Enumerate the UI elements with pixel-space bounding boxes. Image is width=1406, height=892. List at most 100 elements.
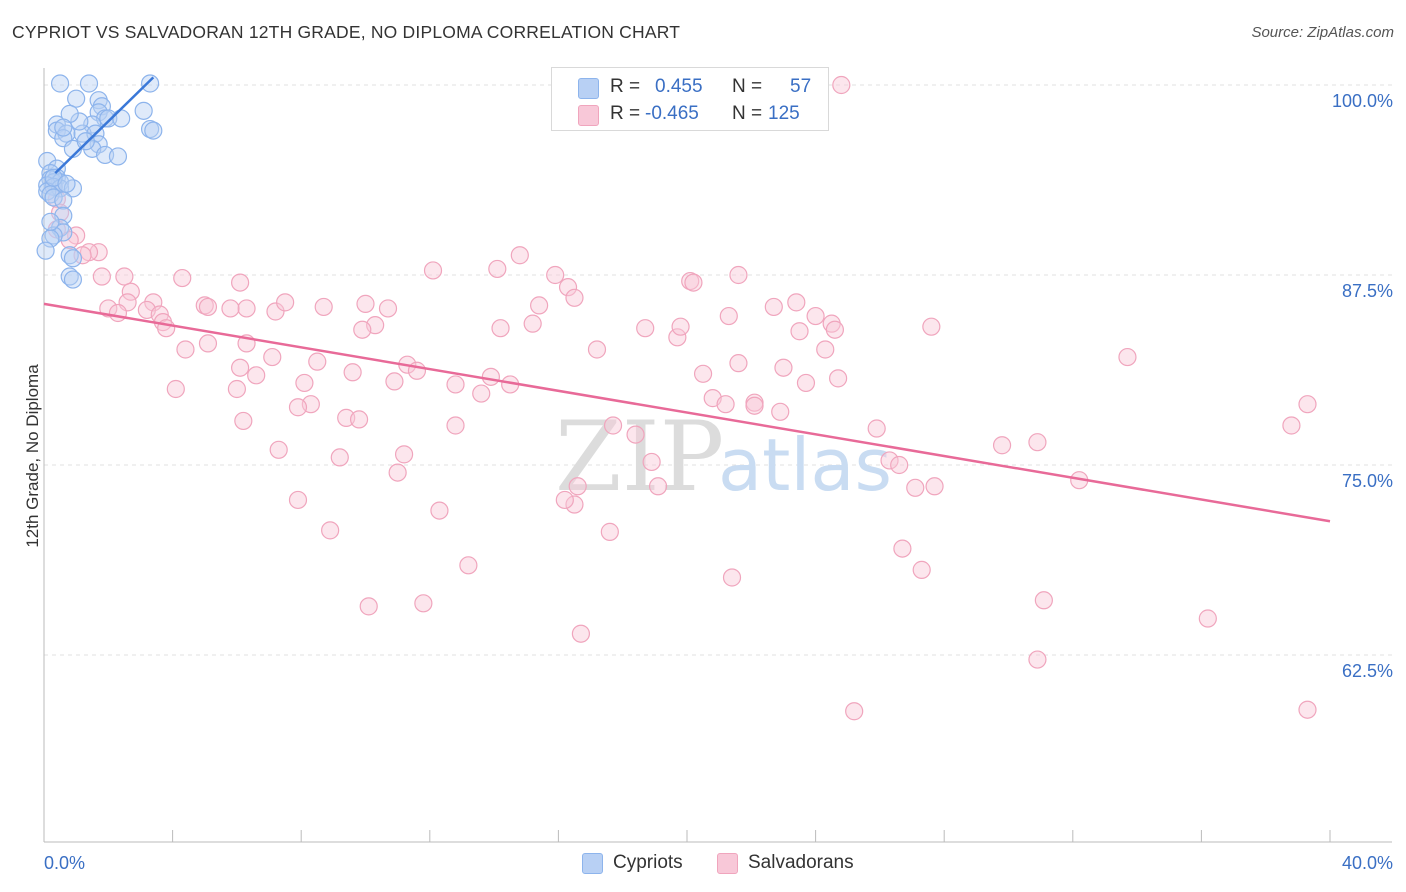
cypriot-point bbox=[144, 121, 163, 140]
bottom-legend-label: Cypriots bbox=[613, 852, 683, 873]
salvadoran-point bbox=[816, 340, 835, 359]
salvadoran-point bbox=[231, 273, 250, 292]
salvadoran-point bbox=[600, 522, 619, 541]
y-tick-label: 62.5% bbox=[1342, 661, 1393, 681]
cypriot-point bbox=[57, 174, 76, 193]
salvadoran-point bbox=[571, 624, 591, 643]
salvadoran-point bbox=[288, 398, 308, 417]
salvadoran-point bbox=[845, 702, 864, 721]
salvadoran-point bbox=[825, 320, 844, 339]
salvadoran-point bbox=[671, 317, 690, 336]
salvadoran-point bbox=[330, 448, 349, 467]
salvadoran-point bbox=[764, 297, 783, 317]
salvadoran-point bbox=[276, 293, 295, 312]
salvadoran-point bbox=[1028, 650, 1047, 669]
salvadoran-point bbox=[558, 278, 578, 297]
salvadoran-point bbox=[925, 477, 944, 496]
salvadoran-point bbox=[523, 314, 542, 333]
salvadoran-point bbox=[99, 299, 118, 318]
salvadoran-point bbox=[1282, 416, 1301, 435]
salvadoran-point bbox=[231, 358, 250, 377]
cypriot-point bbox=[54, 191, 73, 210]
cypriot-point bbox=[79, 74, 99, 93]
cypriot-point bbox=[67, 89, 86, 108]
cypriot-point bbox=[112, 109, 131, 128]
salvadoran-point bbox=[221, 299, 240, 318]
x-tick-label-min: 0.0% bbox=[44, 853, 85, 873]
salvadoran-point bbox=[906, 478, 925, 497]
correlation-legend: R = 0.455 N = 57 R = -0.465 N = 125 bbox=[551, 67, 829, 131]
salvadoran-point bbox=[481, 367, 500, 386]
legend-n-label: N = bbox=[732, 76, 763, 97]
salvadoran-point bbox=[880, 451, 899, 470]
salvadoran-point bbox=[636, 319, 655, 338]
salvadoran-point bbox=[832, 75, 851, 95]
salvadoran-point bbox=[729, 265, 748, 285]
salvadoran-point bbox=[491, 319, 510, 338]
cypriot-point bbox=[140, 74, 160, 93]
salvadorans-points bbox=[44, 75, 1317, 721]
cypriots-points bbox=[36, 74, 163, 289]
watermark: ZIP atlas bbox=[555, 401, 892, 513]
salvadorans-swatch bbox=[578, 105, 599, 126]
salvadoran-point bbox=[722, 568, 742, 587]
watermark-zip: ZIP bbox=[555, 401, 724, 513]
salvadoran-point bbox=[394, 445, 414, 464]
salvadoran-point bbox=[1198, 609, 1217, 628]
cypriot-point bbox=[60, 246, 79, 265]
cypriot-point bbox=[76, 132, 95, 151]
salvadoran-point bbox=[796, 373, 816, 393]
salvadoran-point bbox=[356, 294, 375, 313]
salvadoran-point bbox=[992, 436, 1012, 455]
salvadorans-trendline bbox=[43, 302, 1331, 523]
legend-row-cypriots: R = 0.455 N = 57 bbox=[552, 73, 828, 101]
cypriots-trendline bbox=[54, 76, 155, 175]
salvadoran-point bbox=[745, 396, 764, 415]
salvadoran-point bbox=[247, 366, 266, 385]
salvadoran-point bbox=[716, 395, 735, 414]
cypriot-point bbox=[54, 118, 73, 137]
tick-labels: 62.5% 75.0% 87.5% 100.0% 0.0% 40.0% bbox=[44, 91, 1393, 873]
salvadoran-point bbox=[642, 452, 661, 472]
salvadoran-point bbox=[565, 288, 584, 307]
salvadoran-point bbox=[603, 416, 623, 435]
cypriot-point bbox=[70, 112, 89, 131]
salvadoran-point bbox=[719, 306, 738, 326]
salvadoran-point bbox=[378, 299, 398, 318]
cypriot-point bbox=[63, 270, 83, 289]
salvadoran-point bbox=[459, 556, 478, 575]
salvadoran-point bbox=[565, 495, 584, 514]
legend-n-value: 125 bbox=[768, 103, 800, 124]
salvadoran-point bbox=[806, 306, 825, 326]
y-tick-label: 87.5% bbox=[1342, 281, 1393, 301]
legend-n-value: 57 bbox=[790, 76, 812, 97]
salvadoran-point bbox=[359, 597, 378, 616]
salvadoran-point bbox=[423, 261, 443, 280]
salvadoran-point bbox=[121, 282, 140, 301]
salvadoran-point bbox=[546, 265, 565, 285]
y-tick-label: 75.0% bbox=[1342, 471, 1393, 491]
legend-n-label: N = bbox=[732, 103, 763, 124]
legend-r-value: 0.455 bbox=[655, 76, 703, 97]
salvadoran-point bbox=[176, 340, 195, 359]
salvadoran-point bbox=[787, 293, 806, 312]
salvadoran-point bbox=[648, 477, 668, 496]
cypriot-point bbox=[44, 226, 63, 245]
cypriot-point bbox=[108, 147, 128, 166]
legend-r-label: R = bbox=[610, 103, 641, 124]
salvadoran-point bbox=[430, 501, 449, 520]
salvadoran-point bbox=[912, 560, 931, 579]
salvadoran-point bbox=[693, 364, 713, 383]
salvadoran-point bbox=[510, 246, 529, 265]
salvadoran-point bbox=[227, 379, 246, 399]
salvadoran-point bbox=[568, 477, 587, 496]
salvadoran-point bbox=[893, 539, 912, 558]
salvadoran-point bbox=[446, 375, 465, 394]
cypriot-point bbox=[134, 101, 153, 120]
legend-r-label: R = bbox=[610, 76, 641, 97]
trendlines bbox=[43, 76, 1331, 523]
chart-title: CYPRIOT VS SALVADORAN 12TH GRADE, NO DIP… bbox=[12, 22, 681, 42]
salvadoran-point bbox=[587, 340, 607, 359]
salvadoran-point bbox=[343, 363, 362, 382]
